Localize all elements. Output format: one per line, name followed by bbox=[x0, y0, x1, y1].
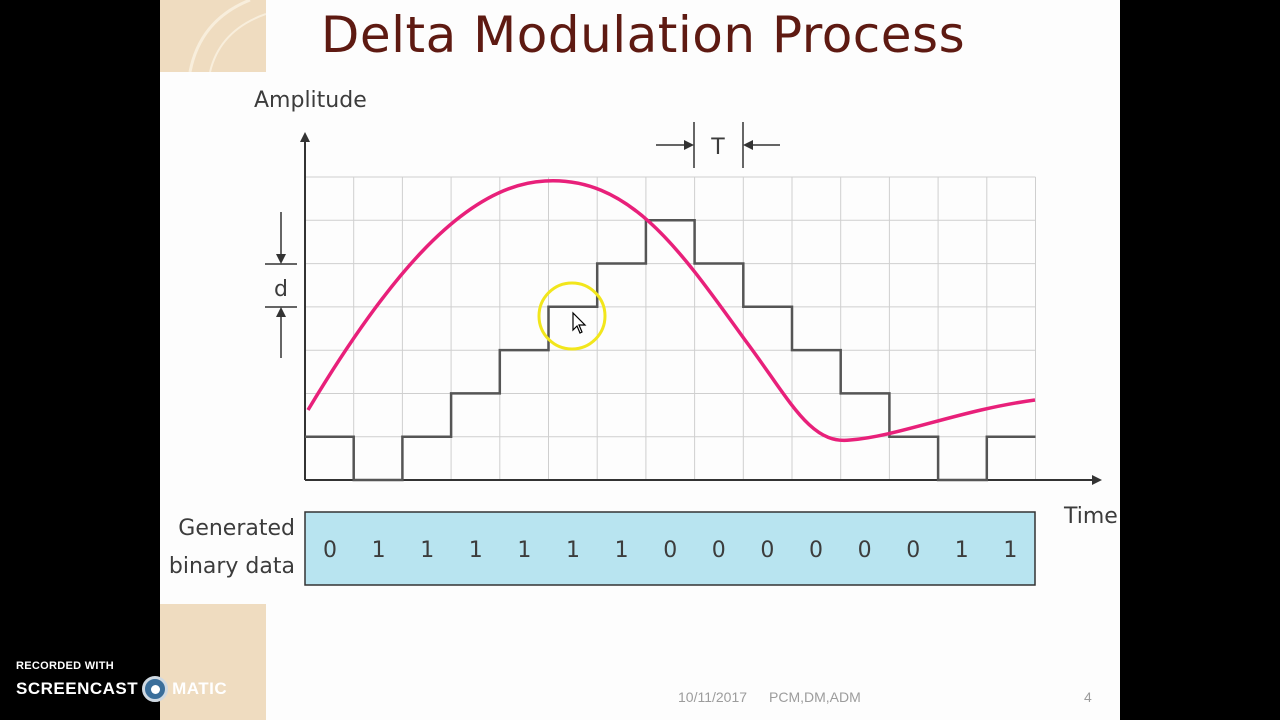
binary-label-line1: Generated bbox=[178, 516, 295, 541]
binary-label-line2: binary data bbox=[169, 554, 295, 579]
staircase-approximation bbox=[305, 218, 1036, 482]
cursor-highlight-ring bbox=[537, 281, 607, 351]
screencast-watermark: RECORDED WITH SCREENCAST MATIC bbox=[16, 660, 227, 702]
binary-bits: 0 1 1 1 1 1 1 0 0 0 0 0 0 1 1 bbox=[323, 538, 1017, 563]
binary-bit: 1 bbox=[517, 538, 531, 563]
cursor bbox=[537, 281, 607, 351]
period-label: T bbox=[710, 135, 725, 160]
binary-bit: 1 bbox=[372, 538, 386, 563]
binary-bit: 0 bbox=[760, 538, 774, 563]
binary-bit: 0 bbox=[323, 538, 337, 563]
footer-page-number: 4 bbox=[1084, 689, 1092, 705]
binary-bit: 0 bbox=[712, 538, 726, 563]
watermark-brand-right: MATIC bbox=[172, 679, 228, 698]
step-size-marker bbox=[265, 212, 297, 358]
analog-signal bbox=[306, 179, 1036, 443]
binary-bit: 1 bbox=[566, 538, 580, 563]
screencast-logo-icon bbox=[142, 676, 169, 702]
binary-bit: 1 bbox=[955, 538, 969, 563]
corner-arc-icon bbox=[188, 0, 266, 72]
corner-decoration-bottom bbox=[160, 604, 266, 720]
binary-bit: 1 bbox=[1003, 538, 1017, 563]
binary-bit: 0 bbox=[809, 538, 823, 563]
step-size-label: d bbox=[274, 277, 288, 302]
watermark-brand: SCREENCAST MATIC bbox=[16, 676, 227, 702]
corner-decoration-top bbox=[160, 0, 266, 72]
binary-bit: 1 bbox=[420, 538, 434, 563]
footer-date: 10/11/2017 bbox=[678, 689, 748, 705]
time-label: Time bbox=[1063, 504, 1118, 529]
binary-bit: 1 bbox=[615, 538, 629, 563]
binary-bit: 0 bbox=[906, 538, 920, 563]
watermark-brand-left: SCREENCAST bbox=[16, 679, 139, 698]
binary-data-box bbox=[304, 511, 1036, 586]
slide-title: Delta Modulation Process bbox=[320, 6, 966, 64]
mouse-pointer-icon bbox=[572, 311, 587, 334]
footer-topic: PCM,DM,ADM bbox=[769, 689, 861, 705]
binary-bit: 0 bbox=[858, 538, 872, 563]
plot-grid bbox=[304, 176, 1036, 481]
binary-bit: 1 bbox=[469, 538, 483, 563]
binary-bit: 0 bbox=[663, 538, 677, 563]
watermark-caption: RECORDED WITH bbox=[16, 660, 115, 672]
period-marker bbox=[656, 122, 780, 168]
slide: Delta Modulation Process 10/11/2017 PCM,… bbox=[160, 0, 1120, 720]
amplitude-label: Amplitude bbox=[254, 88, 367, 113]
